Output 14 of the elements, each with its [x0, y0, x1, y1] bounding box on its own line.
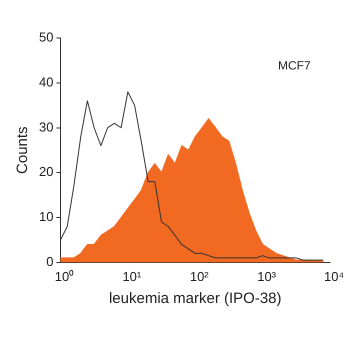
y-tick-label: 50: [38, 30, 54, 45]
x-axis-title: leukemia marker (IPO-38): [108, 290, 282, 308]
y-tick-label: 0: [46, 254, 54, 269]
y-tick-label: 30: [38, 119, 54, 134]
x-tick-label: 10⁴: [324, 268, 344, 284]
y-axis-title: Counts: [14, 126, 32, 174]
x-tick-label: 10³: [257, 268, 277, 284]
y-tick-label: 40: [38, 74, 54, 90]
annotation: MCF7: [278, 58, 311, 72]
x-tick-label: 10¹: [122, 268, 142, 284]
y-tick-label: 10: [38, 209, 54, 224]
y-tick-label: 20: [38, 164, 54, 180]
x-tick-label: 10⁰: [54, 268, 74, 284]
x-tick-label: 10²: [190, 268, 210, 284]
